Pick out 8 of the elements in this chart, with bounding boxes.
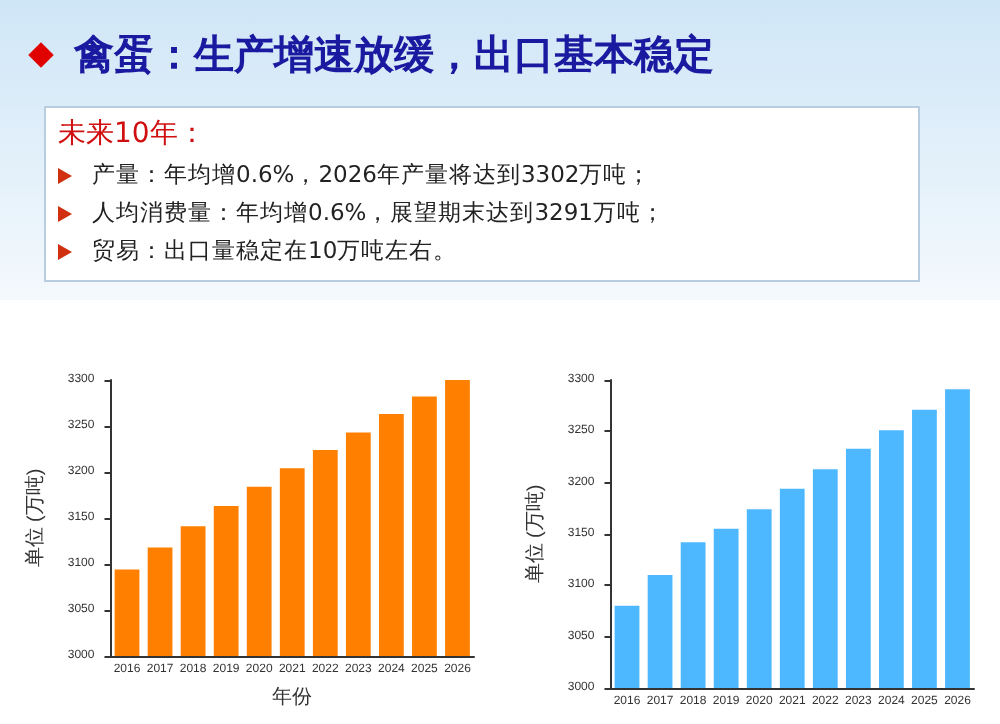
x-axis-title: 年份: [272, 685, 313, 709]
text: 禽蛋：生产增速放缓，出口基本稳定: [74, 28, 714, 82]
text: 未来10年：: [58, 116, 208, 152]
y-axis-title: 单位 (万吨): [523, 484, 547, 584]
text: 人均消费量：年均增0.6%，展望期末达到3291万吨；: [90, 196, 667, 230]
text: 贸易：出口量稳定在10万吨左右。: [90, 234, 460, 268]
text: 产量：年均增0.6%，2026年产量将达到3302万吨；: [90, 158, 654, 192]
y-axis-title: 单位 (万吨): [23, 468, 47, 568]
